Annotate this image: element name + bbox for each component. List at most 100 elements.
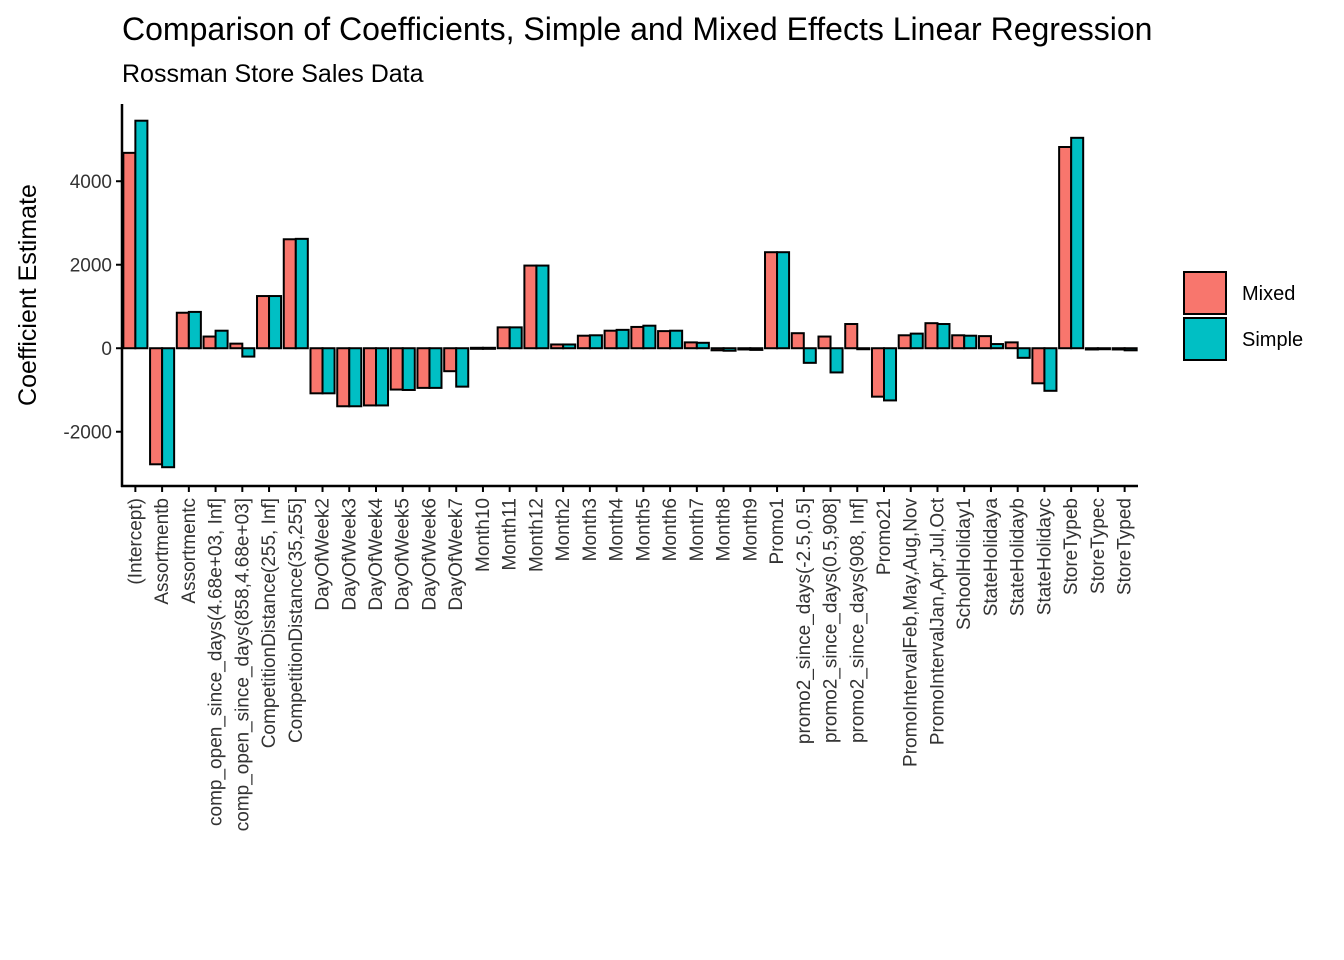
bar-simple-0 (134, 119, 149, 350)
bar-mixed-31 (951, 334, 966, 350)
bar-mixed-3 (202, 335, 217, 350)
bar-mixed-0 (122, 151, 137, 350)
bar-simple-29 (909, 332, 924, 350)
bar-mixed-9 (362, 347, 378, 407)
y-tick-label: 4000 (70, 172, 112, 193)
x-tick-label: CompetitionDistance(35,255] (286, 498, 307, 743)
x-tick-label: SchoolHoliday1 (954, 498, 975, 630)
x-tick-label: Assortmentc (179, 498, 200, 604)
bar-mixed-19 (630, 325, 645, 350)
x-tick-label: DayOfWeek3 (339, 498, 360, 611)
bar-mixed-5 (256, 295, 271, 350)
bar-simple-36 (1096, 347, 1111, 351)
x-tick-label: comp_open_since_days(4.68e+03, Inf] (206, 498, 227, 826)
legend-swatch-simple (1183, 317, 1227, 361)
bar-simple-24 (776, 251, 791, 350)
x-tick-label: Month9 (740, 498, 761, 561)
bar-mixed-33 (1004, 341, 1019, 350)
bar-simple-12 (455, 347, 470, 388)
bar-simple-6 (294, 237, 309, 350)
bar-simple-28 (883, 347, 898, 402)
x-tick-label: Month8 (714, 498, 735, 561)
bar-mixed-16 (550, 343, 565, 350)
legend-label-simple: Simple (1242, 329, 1303, 351)
bar-mixed-17 (576, 334, 591, 350)
bar-mixed-6 (282, 238, 297, 350)
bar-mixed-7 (309, 347, 324, 395)
bar-mixed-25 (790, 332, 805, 350)
bar-mixed-2 (175, 311, 190, 350)
bar-mixed-34 (1031, 347, 1046, 385)
bar-simple-16 (562, 343, 577, 350)
x-tick-label: Month12 (526, 498, 547, 572)
bar-mixed-29 (897, 334, 912, 350)
bar-simple-15 (535, 264, 550, 350)
x-tick-label: Promo21 (874, 498, 895, 575)
bar-simple-23 (749, 347, 764, 351)
bar-simple-27 (856, 347, 871, 351)
x-tick-label: promo2_since_days(0.5,908] (821, 498, 842, 743)
bar-simple-33 (1016, 347, 1031, 359)
bar-mixed-30 (924, 322, 939, 350)
bar-mixed-21 (683, 341, 698, 350)
bar-simple-30 (936, 323, 951, 350)
bar-mixed-37 (1111, 347, 1126, 351)
bar-simple-10 (401, 347, 416, 391)
bar-simple-7 (321, 347, 336, 395)
bar-simple-9 (375, 347, 390, 407)
bar-simple-31 (963, 334, 978, 350)
bar-simple-8 (348, 347, 363, 408)
y-tick-label: 2000 (70, 256, 112, 277)
bar-mixed-22 (710, 347, 725, 352)
x-tick-label: Assortmentb (152, 498, 173, 605)
bar-simple-32 (989, 343, 1004, 350)
bar-mixed-8 (336, 347, 351, 408)
x-tick-label: StateHolidayb (1008, 498, 1029, 616)
bar-mixed-32 (977, 335, 992, 350)
legend: Mixed Simple (1183, 271, 1303, 361)
bar-simple-37 (1123, 347, 1138, 352)
x-tick-label: Month7 (687, 498, 708, 561)
x-tick-label: PromoIntervalFeb,May,Aug,Nov (901, 498, 922, 767)
x-tick-label: promo2_since_days(-2.5,0.5] (794, 498, 815, 744)
y-axis-title: Coefficient Estimate (14, 184, 42, 406)
bar-mixed-28 (870, 347, 885, 398)
x-tick-label: Month4 (607, 498, 628, 562)
chart-subtitle: Rossman Store Sales Data (122, 60, 424, 88)
bar-mixed-36 (1084, 347, 1099, 351)
bar-simple-25 (802, 347, 817, 364)
y-tick-label: 0 (101, 339, 112, 360)
x-tick-label: DayOfWeek5 (393, 498, 414, 611)
x-tick-label: Month10 (473, 498, 494, 572)
bar-mixed-20 (657, 330, 672, 350)
bar-simple-11 (428, 347, 443, 389)
bar-mixed-18 (603, 329, 618, 350)
x-tick-label: DayOfWeek2 (313, 498, 334, 611)
x-tick-label: PromoIntervalJan,Apr,Jul,Oct (927, 497, 948, 745)
chart-title: Comparison of Coefficients, Simple and M… (122, 11, 1152, 47)
x-tick-label: CompetitionDistance(255, Inf] (259, 498, 280, 748)
bar-mixed-26 (817, 335, 832, 350)
x-tick-label: DayOfWeek4 (366, 498, 387, 611)
bar-simple-14 (508, 326, 523, 350)
bar-mixed-10 (389, 347, 404, 391)
x-tick-label: StateHolidayc (1034, 498, 1055, 615)
bar-mixed-13 (469, 346, 484, 350)
x-tick-label: StoreTyped (1115, 498, 1136, 595)
x-tick-label: Promo1 (767, 498, 788, 565)
x-tick-label: DayOfWeek7 (446, 498, 467, 611)
x-tick-label: DayOfWeek6 (419, 498, 440, 611)
x-tick-label: StoreTypeb (1061, 498, 1082, 595)
bar-mixed-12 (443, 347, 458, 373)
bar-simple-35 (1070, 136, 1085, 350)
legend-swatch-mixed (1183, 271, 1227, 315)
bar-simple-20 (669, 329, 684, 350)
x-tick-label: StoreTypec (1088, 498, 1109, 594)
bar-simple-4 (241, 347, 256, 358)
bar-mixed-23 (737, 347, 752, 351)
bar-simple-18 (615, 328, 630, 350)
bar-simple-26 (829, 347, 844, 374)
bar-mixed-14 (496, 326, 511, 350)
x-tick-label: comp_open_since_days(858,4.68e+03] (232, 498, 253, 831)
